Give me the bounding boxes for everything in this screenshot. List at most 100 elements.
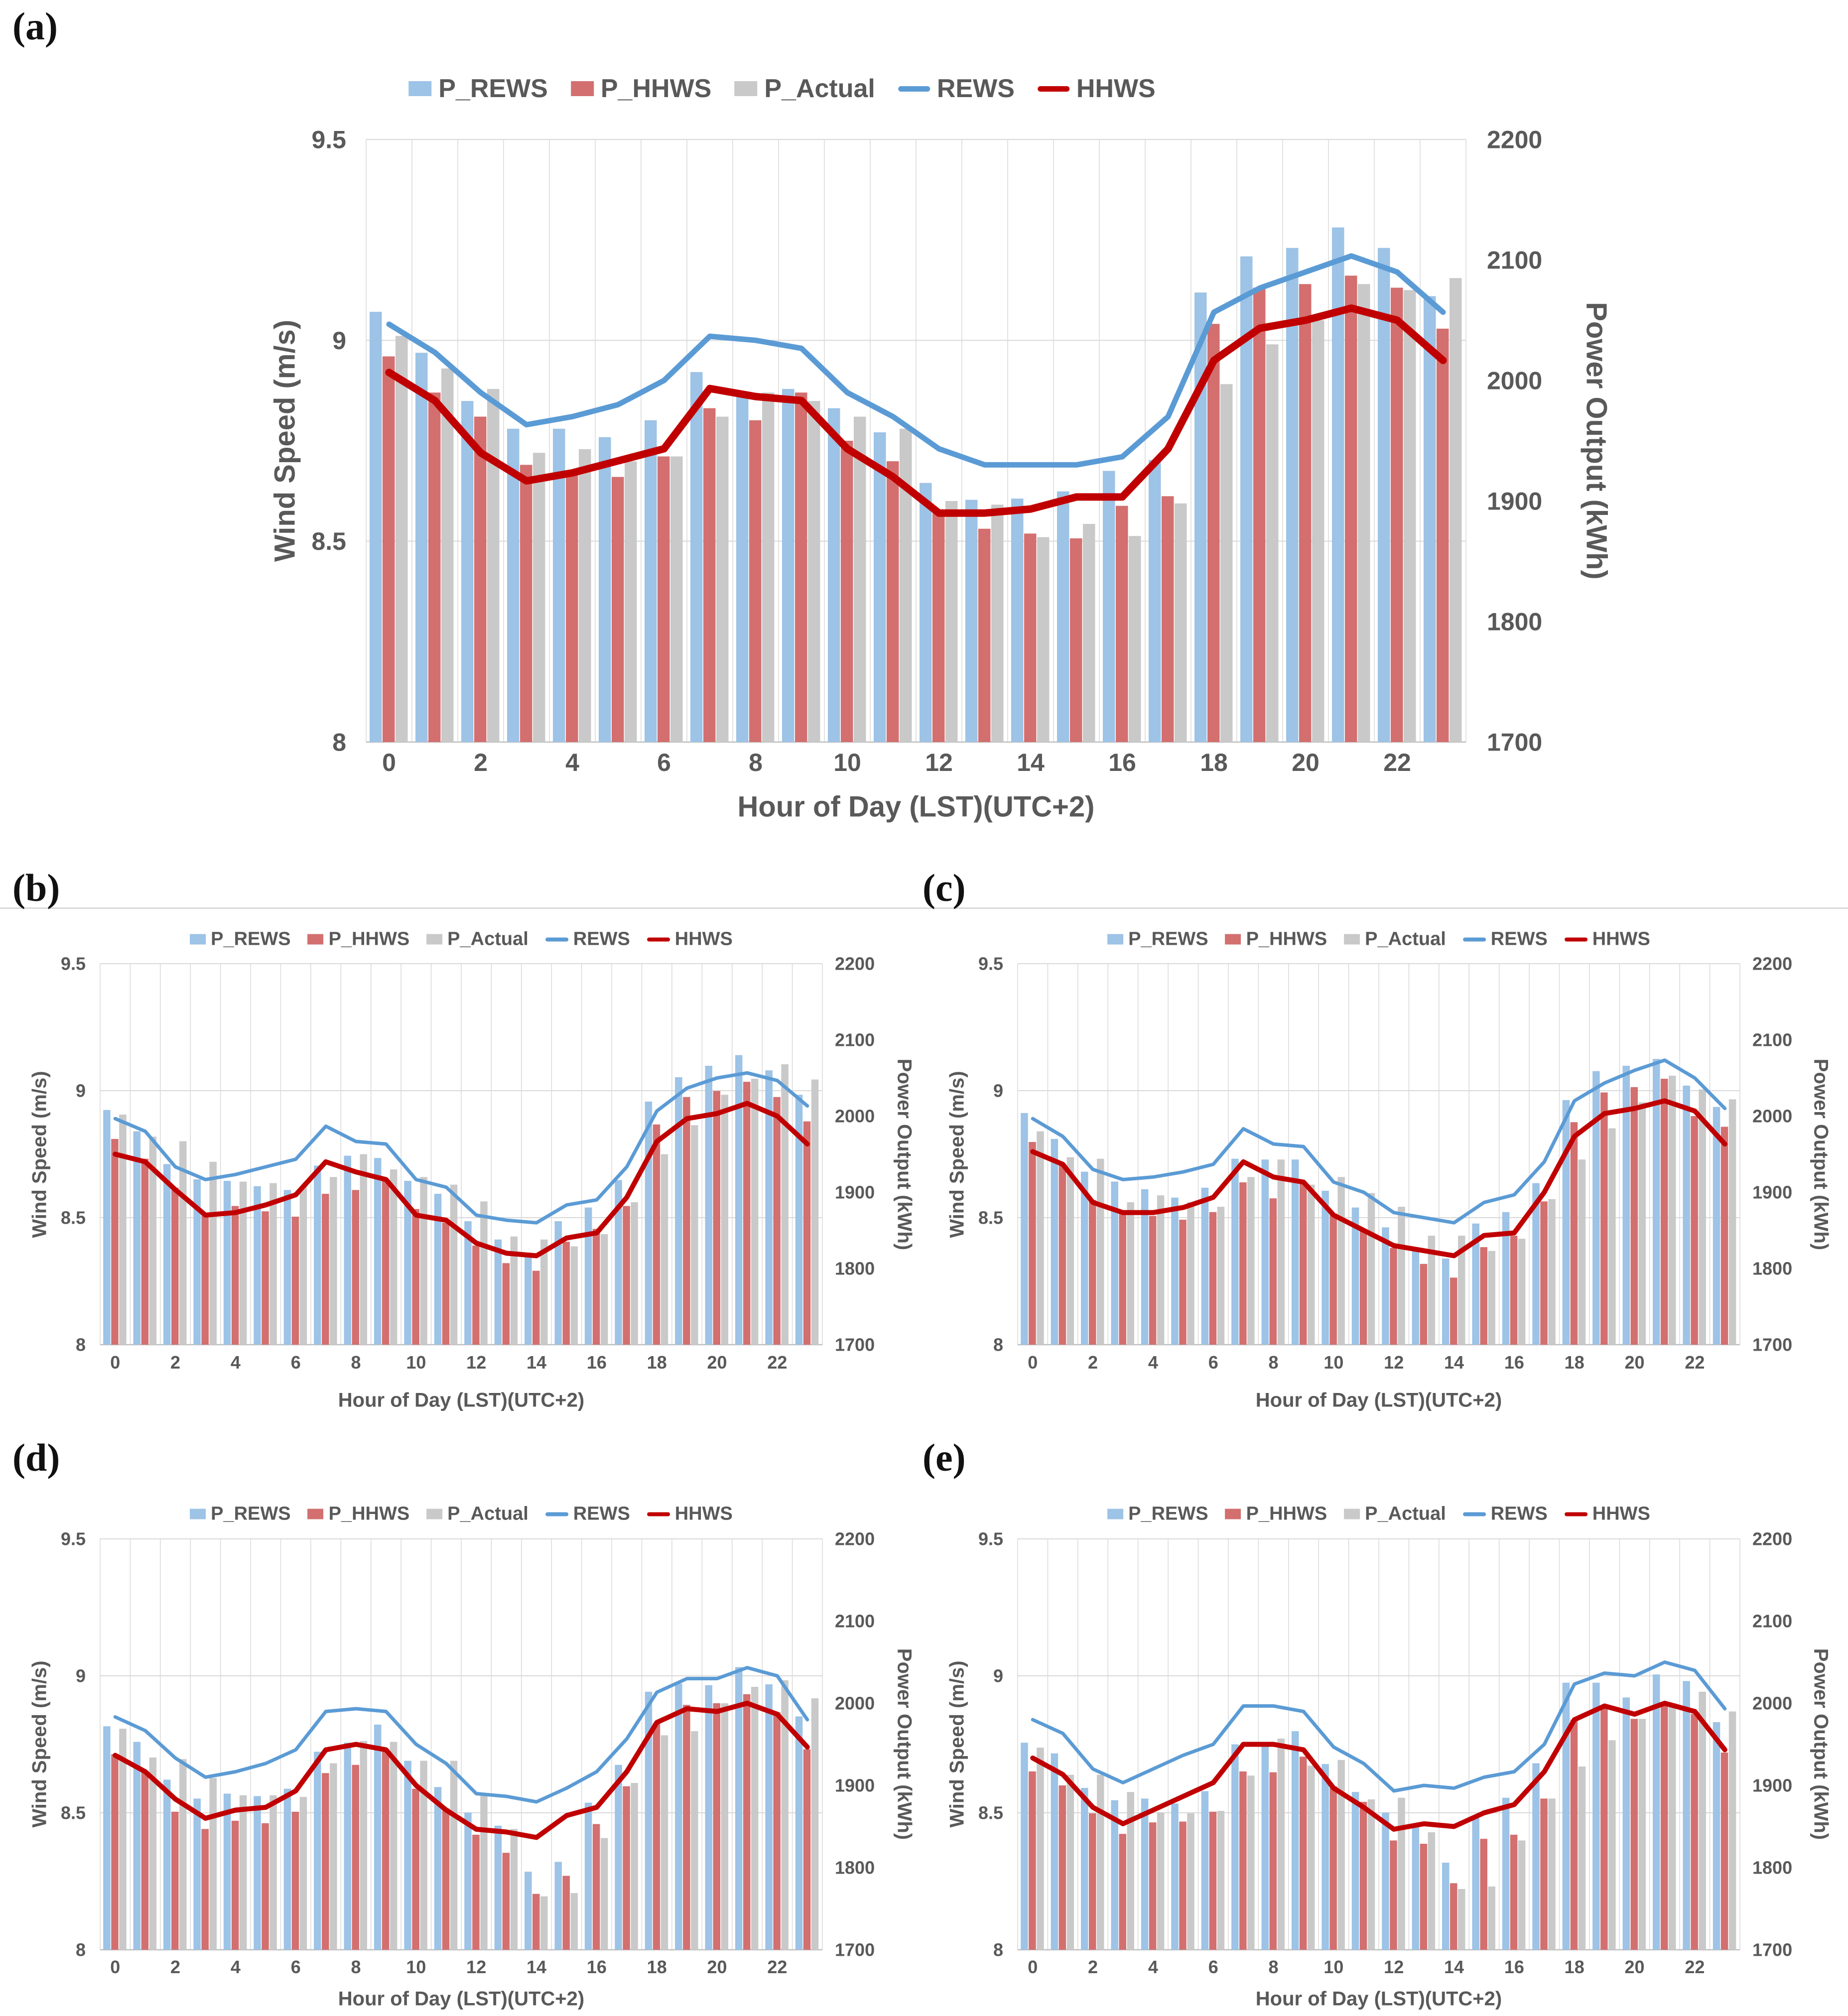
bar-P_HHWS-h14 bbox=[532, 1893, 540, 1950]
bar-P_Actual-h5 bbox=[1187, 1202, 1194, 1345]
legend-item-P_HHWS: P_HHWS bbox=[570, 74, 711, 104]
svg-text:2200: 2200 bbox=[1752, 954, 1792, 974]
bar-P_REWS-h3 bbox=[193, 1798, 201, 1950]
bar-P_Actual-h0 bbox=[119, 1114, 127, 1345]
bar-P_REWS-h20 bbox=[1622, 1697, 1630, 1950]
svg-text:18: 18 bbox=[1565, 1352, 1584, 1373]
bar-P_REWS-h20 bbox=[705, 1685, 713, 1950]
bar-P_Actual-h7 bbox=[716, 416, 729, 742]
legend-label-HHWS: HHWS bbox=[1076, 74, 1156, 103]
bar-P_Actual-h16 bbox=[1518, 1840, 1526, 1950]
bar-P_Actual-h22 bbox=[781, 1680, 789, 1950]
bar-P_REWS-h17 bbox=[1149, 460, 1161, 742]
bar-P_Actual-h1 bbox=[441, 368, 454, 742]
bar-P_Actual-h10 bbox=[1337, 1760, 1345, 1950]
svg-text:6: 6 bbox=[1208, 1352, 1218, 1373]
legend-item-P_HHWS: P_HHWS bbox=[1225, 929, 1327, 950]
bar-P_HHWS-h4 bbox=[566, 473, 578, 742]
bar-P_HHWS-h14 bbox=[532, 1270, 540, 1345]
bar-P_HHWS-h14 bbox=[1450, 1883, 1457, 1950]
bar-P_Actual-h4 bbox=[239, 1181, 247, 1345]
bar-P_Actual-h17 bbox=[1548, 1798, 1556, 1950]
bar-P_Actual-h3 bbox=[1127, 1792, 1134, 1950]
bar-P_REWS-h16 bbox=[1502, 1212, 1510, 1345]
bar-P_REWS-h22 bbox=[765, 1684, 773, 1950]
bar-P_Actual-h20 bbox=[1312, 320, 1324, 742]
bar-P_Actual-h2 bbox=[487, 388, 500, 742]
bar-P_REWS-h5 bbox=[1171, 1803, 1179, 1950]
svg-text:10: 10 bbox=[833, 749, 861, 776]
y-left-title-d: Wind Speed (m/s) bbox=[28, 1660, 51, 1828]
bar-P_REWS-h9 bbox=[374, 1158, 382, 1345]
line-REWS bbox=[1031, 1660, 1727, 1793]
bar-P_REWS-h3 bbox=[507, 428, 520, 742]
legend-marker-HHWS-line-icon bbox=[1037, 86, 1069, 92]
bar-P_REWS-h19 bbox=[1592, 1682, 1600, 1950]
bar-P_Actual-h9 bbox=[1307, 1765, 1315, 1950]
bar-P_REWS-h22 bbox=[1683, 1085, 1690, 1345]
panel-label-d: (d) bbox=[12, 1436, 60, 1479]
legend-marker-HHWS-line-icon bbox=[647, 937, 670, 941]
legend-marker-REWS-line-icon bbox=[545, 1512, 568, 1516]
bar-P_REWS-h23 bbox=[1713, 1107, 1720, 1345]
bar-P_HHWS-h22 bbox=[1391, 287, 1403, 742]
bar-P_Actual-h21 bbox=[1668, 1703, 1676, 1950]
bar-P_HHWS-h21 bbox=[743, 1082, 751, 1345]
bar-P_Actual-h13 bbox=[510, 1829, 518, 1950]
bar-P_REWS-h6 bbox=[645, 420, 657, 742]
bar-P_HHWS-h7 bbox=[322, 1194, 329, 1345]
bar-P_Actual-h15 bbox=[570, 1246, 578, 1345]
legend-item-REWS: REWS bbox=[1462, 929, 1548, 950]
y-right-title-e: Power Output (kWh) bbox=[1810, 1648, 1832, 1840]
svg-text:2: 2 bbox=[474, 749, 488, 776]
svg-text:9: 9 bbox=[993, 1081, 1003, 1101]
svg-text:22: 22 bbox=[1685, 1957, 1705, 1977]
svg-text:0: 0 bbox=[110, 1352, 120, 1373]
bar-P_HHWS-h1 bbox=[1058, 1785, 1066, 1950]
svg-text:20: 20 bbox=[707, 1352, 727, 1373]
chart-e: 9.5 9 8.5 8 2200 2100 2000 1900 1800 1700 0 2 4 6 8 10 1… bbox=[978, 1529, 1792, 1977]
bar-P_REWS-h7 bbox=[1231, 1158, 1239, 1345]
legend-label-HHWS: HHWS bbox=[1592, 1503, 1650, 1524]
bar-P_REWS-h17 bbox=[615, 1180, 622, 1345]
bar-P_Actual-h19 bbox=[1266, 344, 1279, 742]
line-REWS bbox=[113, 1071, 809, 1225]
bar-P_HHWS-h4 bbox=[1149, 1822, 1157, 1950]
legend-marker-P_HHWS-swatch-icon bbox=[307, 1509, 324, 1519]
legend-item-P_REWS: P_REWS bbox=[408, 74, 548, 104]
bar-P_HHWS-h20 bbox=[1630, 1719, 1638, 1950]
legend-label-REWS: REWS bbox=[573, 928, 630, 950]
bar-P_HHWS-h14 bbox=[1450, 1277, 1457, 1345]
bar-P_HHWS-h6 bbox=[658, 456, 670, 742]
svg-text:8: 8 bbox=[351, 1352, 361, 1373]
svg-text:6: 6 bbox=[657, 749, 671, 776]
bar-P_Actual-h11 bbox=[450, 1184, 458, 1345]
bar-P_REWS-h16 bbox=[584, 1207, 592, 1345]
svg-text:9.5: 9.5 bbox=[978, 1529, 1003, 1549]
svg-text:16: 16 bbox=[1504, 1957, 1524, 1977]
svg-text:1900: 1900 bbox=[1752, 1775, 1792, 1796]
bar-P_Actual-h2 bbox=[179, 1759, 187, 1950]
svg-text:8: 8 bbox=[76, 1335, 86, 1355]
svg-text:14: 14 bbox=[527, 1957, 546, 1977]
bar-P_Actual-h19 bbox=[691, 1731, 698, 1950]
bar-P_HHWS-h3 bbox=[201, 1829, 209, 1950]
bar-P_Actual-h18 bbox=[1578, 1159, 1586, 1345]
bar-P_HHWS-h21 bbox=[743, 1694, 751, 1950]
bar-P_REWS-h13 bbox=[1412, 1826, 1420, 1950]
bar-P_Actual-h11 bbox=[1367, 1799, 1375, 1950]
gridlines bbox=[1017, 1538, 1740, 1950]
bar-P_HHWS-h18 bbox=[1207, 324, 1220, 742]
bar-P_Actual-h1 bbox=[149, 1136, 157, 1345]
chart-b: 9.5 9 8.5 8 2200 2100 2000 1900 1800 1700 0 2 4 6 8 10 1… bbox=[61, 954, 875, 1373]
chart-d: 9.5 9 8.5 8 2200 2100 2000 1900 1800 1700 0 2 4 6 8 10 1… bbox=[61, 1529, 875, 1977]
svg-text:8: 8 bbox=[1269, 1352, 1279, 1373]
bar-P_Actual-h11 bbox=[900, 428, 912, 742]
bar-P_REWS-h18 bbox=[645, 1691, 653, 1950]
bar-P_REWS-h22 bbox=[1683, 1681, 1690, 1950]
bar-P_REWS-h3 bbox=[193, 1179, 201, 1345]
bar-P_Actual-h4 bbox=[239, 1795, 247, 1950]
bar-P_HHWS-h8 bbox=[749, 420, 762, 742]
bar-P_Actual-h22 bbox=[1699, 1089, 1706, 1345]
